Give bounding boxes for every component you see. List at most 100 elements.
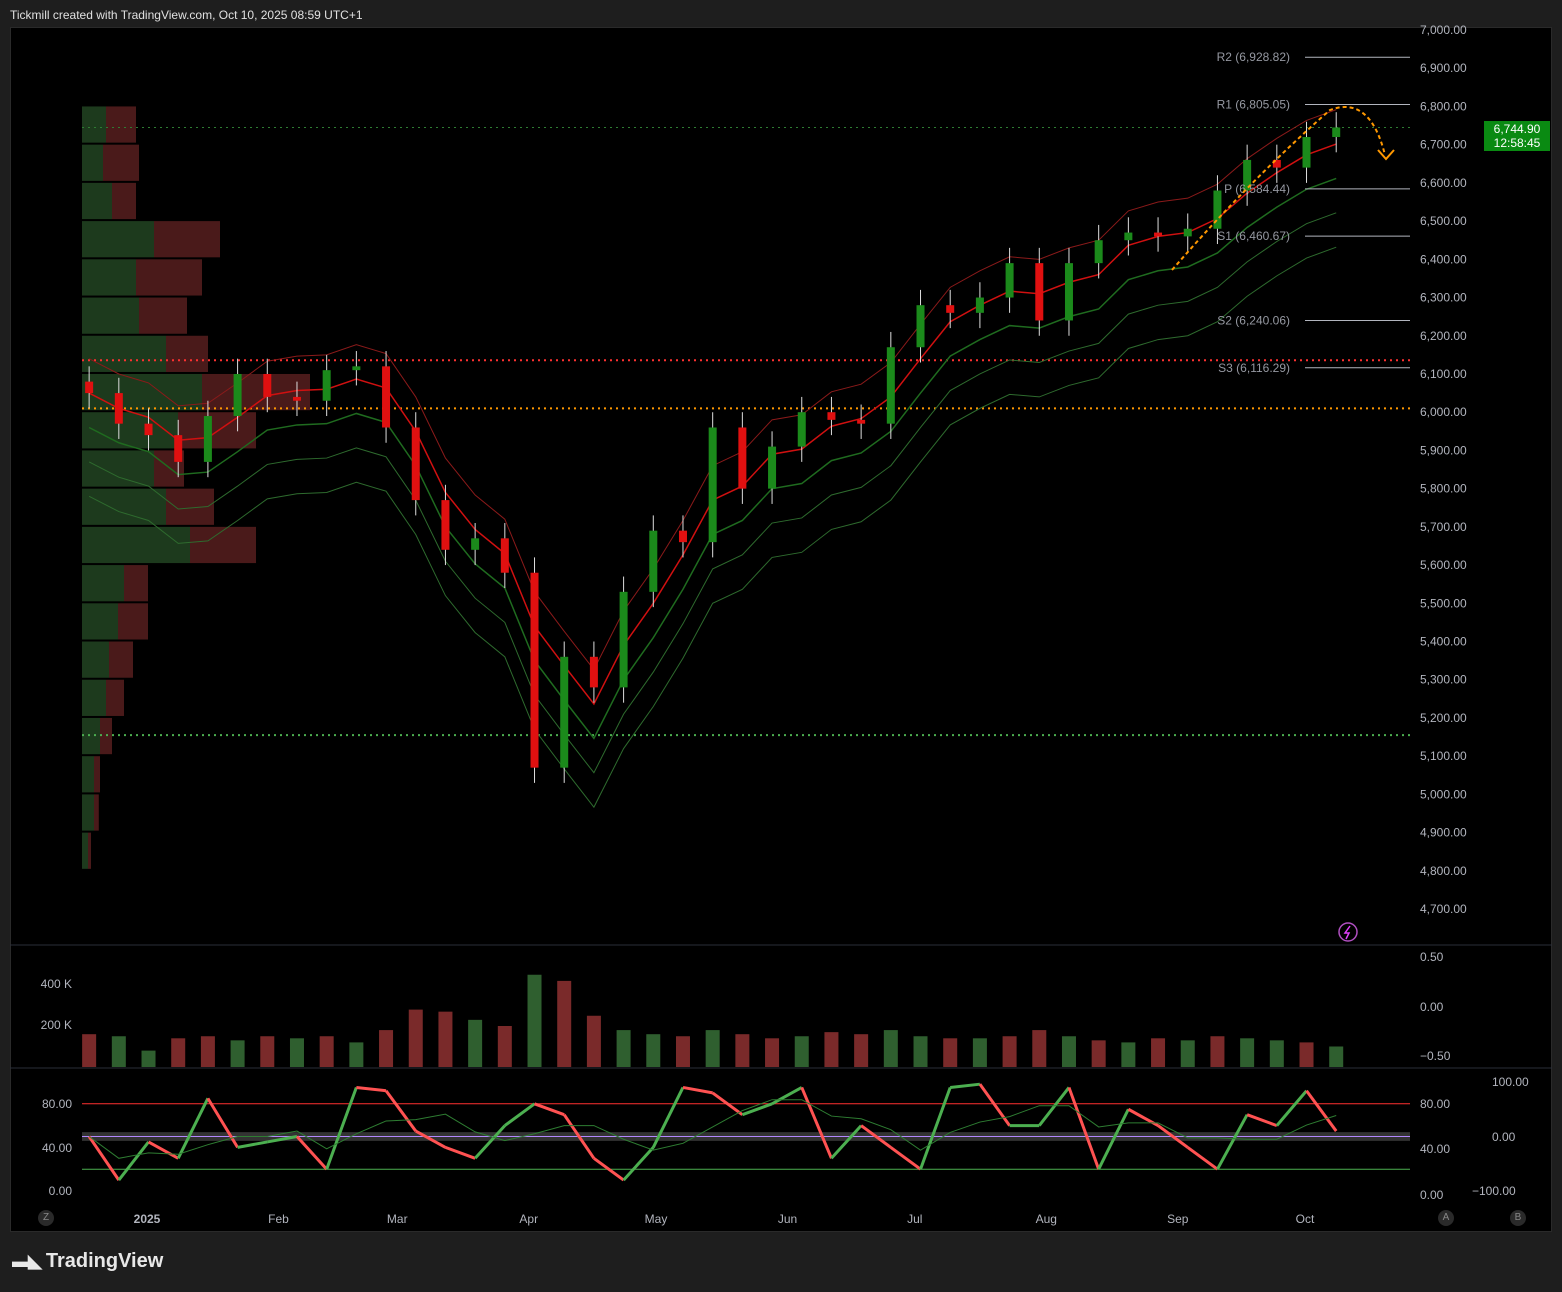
profile-bar-up — [82, 144, 103, 181]
price-tick: 7,000.00 — [1420, 23, 1467, 37]
volume-bar — [1180, 1040, 1195, 1067]
band-line — [88, 246, 1337, 809]
price-tick: 5,700.00 — [1420, 520, 1467, 534]
candle-body — [916, 305, 925, 348]
profile-bar-up — [82, 450, 154, 487]
osc-main-segment — [474, 1124, 506, 1160]
candle-body — [857, 419, 866, 424]
osc-main-segment — [1067, 1086, 1101, 1170]
volume-bar — [200, 1036, 215, 1067]
profile-bar-down — [88, 832, 91, 869]
time-tick: Aug — [1036, 1212, 1057, 1226]
candle-body — [1154, 232, 1163, 237]
time-tick: May — [645, 1212, 668, 1226]
osc-right-tick: 0.00 — [1492, 1130, 1516, 1144]
volume-bar — [765, 1038, 780, 1067]
pivot-label: P (6,584.44) — [1224, 182, 1290, 196]
time-tick: Oct — [1296, 1212, 1315, 1226]
osc-main-segment — [711, 1091, 744, 1116]
volume-bar — [438, 1011, 453, 1067]
volume-bar — [557, 980, 572, 1067]
candle-body — [827, 412, 836, 420]
tradingview-logo-icon: ▬◣ — [12, 1251, 42, 1271]
candle-body — [975, 297, 984, 313]
price-tick: 5,800.00 — [1420, 482, 1467, 496]
volume-tick: 400 K — [41, 977, 72, 991]
scale-button[interactable]: B — [1510, 1210, 1526, 1226]
osc-main-segment — [651, 1086, 685, 1149]
candle-body — [619, 591, 628, 688]
volume-bar — [82, 1034, 97, 1067]
volume-bar — [972, 1038, 987, 1067]
volume-bar — [349, 1042, 364, 1067]
candle-body — [1213, 190, 1222, 229]
price-tick: 5,600.00 — [1420, 558, 1467, 572]
volume-bar — [408, 1009, 423, 1067]
pivot-label: S1 (6,460.67) — [1217, 229, 1290, 243]
price-tick: 4,700.00 — [1420, 902, 1467, 916]
osc-right-tick: 0.00 — [1420, 1188, 1444, 1202]
volume-bar — [1329, 1046, 1344, 1067]
osc-main-segment — [593, 1157, 625, 1182]
profile-bar-up — [82, 565, 124, 602]
osc-main-segment — [1038, 1086, 1071, 1127]
candle-body — [738, 427, 747, 489]
osc-signal-line — [88, 1099, 1337, 1159]
volume-bar — [675, 1036, 690, 1067]
osc-main-segment — [741, 1102, 773, 1117]
volume-bar — [527, 974, 542, 1067]
candle-body — [1064, 263, 1073, 321]
profile-bar-down — [112, 182, 136, 220]
candle-body — [530, 572, 539, 768]
band-line — [88, 212, 1337, 774]
osc-tick: 80.00 — [42, 1097, 72, 1111]
osc-main-segment — [919, 1086, 952, 1170]
pivot-label: S3 (6,116.29) — [1218, 361, 1290, 375]
profile-bar-up — [82, 794, 94, 831]
volume-bar — [1032, 1030, 1047, 1067]
price-tick: 6,900.00 — [1420, 61, 1467, 75]
volume-tick: 200 K — [41, 1018, 72, 1032]
osc-main-segment — [415, 1129, 447, 1149]
volume-bar — [379, 1030, 394, 1067]
oscillator-pane: 80.00 40.00 0.00 100.00 80.00 0.00 40.00 −100.0… — [42, 1075, 1529, 1202]
price-tick: 5,400.00 — [1420, 635, 1467, 649]
volume-bar — [319, 1036, 334, 1067]
time-tick: 2025 — [134, 1212, 161, 1226]
pivot-label: R1 (6,805.05) — [1217, 98, 1290, 112]
profile-bar-down — [154, 221, 220, 258]
profile-bar-up — [82, 832, 88, 869]
brand-name: TradingView — [45, 1250, 164, 1272]
osc-main-segment — [147, 1140, 179, 1160]
volume-bar — [883, 1030, 898, 1067]
time-tick: Jul — [907, 1212, 922, 1226]
volume-bar — [1151, 1038, 1166, 1067]
osc-main-segment — [1216, 1113, 1249, 1170]
chart-frame[interactable] — [10, 27, 1552, 1232]
volume-bar — [1002, 1036, 1017, 1067]
profile-bar-down — [118, 603, 148, 640]
profile-bar-up — [82, 412, 178, 449]
osc-main-segment — [950, 1082, 981, 1089]
zoom-button[interactable]: Z — [38, 1210, 54, 1226]
osc-main-segment — [444, 1145, 476, 1160]
candle-body — [233, 373, 242, 417]
volume-bar — [497, 1026, 512, 1067]
volume-bar — [111, 1036, 126, 1067]
volume-bar — [1061, 1036, 1076, 1067]
candle-body — [1035, 263, 1044, 321]
auto-scale-button[interactable]: A — [1438, 1210, 1454, 1226]
profile-bar-down — [139, 297, 187, 334]
volume-bar — [141, 1050, 156, 1067]
time-tick: Jun — [778, 1212, 797, 1226]
candle-body — [1332, 127, 1341, 138]
profile-bar-up — [82, 335, 166, 372]
price-tick: 6,300.00 — [1420, 291, 1467, 305]
osc-main-segment — [384, 1089, 417, 1132]
osc-main-segment — [1157, 1124, 1189, 1149]
osc-main-segment — [237, 1140, 268, 1149]
profile-bar-up — [82, 641, 109, 678]
lightning-icon[interactable] — [1338, 922, 1358, 942]
profile-bar-up — [82, 259, 136, 296]
